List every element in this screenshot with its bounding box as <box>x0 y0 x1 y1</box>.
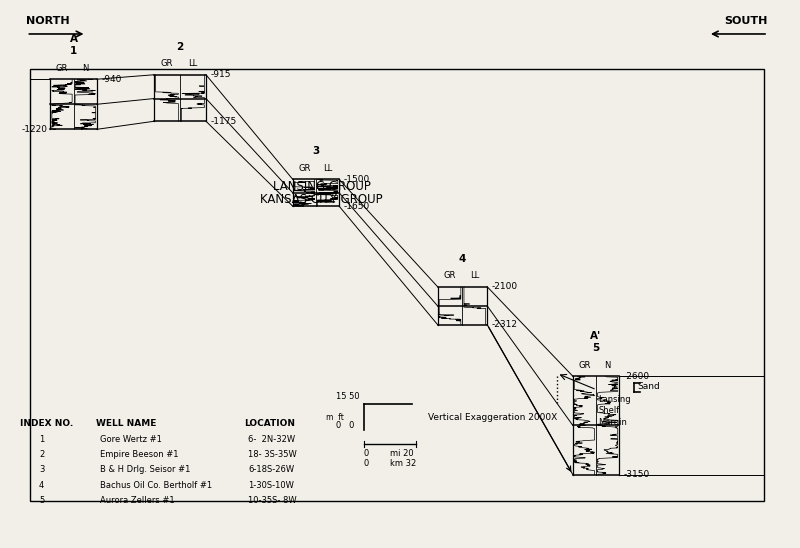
Text: Vertical Exaggeration 2000X: Vertical Exaggeration 2000X <box>428 413 558 421</box>
Text: NORTH: NORTH <box>26 16 70 26</box>
Text: 4: 4 <box>39 481 44 489</box>
Text: m  ft: m ft <box>326 413 344 421</box>
Text: N: N <box>82 64 88 73</box>
Text: 0: 0 <box>364 459 370 468</box>
Text: -940: -940 <box>102 75 122 84</box>
Text: GR: GR <box>578 361 590 369</box>
Text: N: N <box>605 361 610 369</box>
Text: GR: GR <box>161 59 173 68</box>
Bar <box>30 68 764 501</box>
Text: 0   0: 0 0 <box>336 421 354 430</box>
Text: KANSAS CITY GROUP: KANSAS CITY GROUP <box>261 193 383 206</box>
Text: -1500: -1500 <box>344 175 370 184</box>
Text: 6-18S-26W: 6-18S-26W <box>248 465 294 474</box>
Text: A: A <box>70 34 78 44</box>
Text: 4: 4 <box>458 254 466 264</box>
Text: LOCATION: LOCATION <box>244 419 295 428</box>
Text: LL: LL <box>188 59 198 68</box>
Text: Empire Beeson #1: Empire Beeson #1 <box>100 450 178 459</box>
Text: mi 20: mi 20 <box>390 449 414 458</box>
Text: LANSING GROUP: LANSING GROUP <box>273 180 370 192</box>
Text: 3: 3 <box>39 465 44 474</box>
Text: 3: 3 <box>312 146 320 156</box>
Text: 1: 1 <box>70 46 78 56</box>
Text: 5: 5 <box>39 496 44 505</box>
Text: 1: 1 <box>39 435 44 443</box>
Text: Bachus Oil Co. Bertholf #1: Bachus Oil Co. Bertholf #1 <box>100 481 212 489</box>
Text: -1175: -1175 <box>211 117 237 126</box>
Text: LL: LL <box>470 271 479 280</box>
Text: GR: GR <box>298 164 310 173</box>
Text: Aurora Zellers #1: Aurora Zellers #1 <box>100 496 174 505</box>
Text: -1650: -1650 <box>344 202 370 211</box>
Text: -3150: -3150 <box>624 470 650 479</box>
Text: -915: -915 <box>211 70 231 79</box>
Text: km 32: km 32 <box>390 459 416 468</box>
Text: 10-35S- 8W: 10-35S- 8W <box>248 496 297 505</box>
Text: WELL NAME: WELL NAME <box>96 419 156 428</box>
Text: 18- 3S-35W: 18- 3S-35W <box>248 450 297 459</box>
Text: Lansing
Shelf
Margin: Lansing Shelf Margin <box>598 395 631 426</box>
Text: 2: 2 <box>39 450 44 459</box>
Text: 0: 0 <box>364 449 370 458</box>
Text: -2100: -2100 <box>492 282 518 291</box>
Text: Gore Wertz #1: Gore Wertz #1 <box>100 435 162 443</box>
Text: SOUTH: SOUTH <box>725 16 768 26</box>
Text: -2312: -2312 <box>492 320 518 329</box>
Text: -2600: -2600 <box>624 372 650 381</box>
Text: 2: 2 <box>176 42 184 52</box>
Text: Sand: Sand <box>638 383 660 391</box>
Text: GR: GR <box>444 271 456 280</box>
Text: GR: GR <box>56 64 68 73</box>
Text: INDEX NO.: INDEX NO. <box>20 419 74 428</box>
Text: 6-  2N-32W: 6- 2N-32W <box>248 435 295 443</box>
Text: 5: 5 <box>592 343 600 353</box>
Text: -1220: -1220 <box>21 125 47 134</box>
Text: A': A' <box>590 331 602 341</box>
Text: 1-30S-10W: 1-30S-10W <box>248 481 294 489</box>
Text: 15 50: 15 50 <box>336 392 360 401</box>
Text: B & H Drlg. Seisor #1: B & H Drlg. Seisor #1 <box>100 465 190 474</box>
Text: LL: LL <box>323 164 332 173</box>
